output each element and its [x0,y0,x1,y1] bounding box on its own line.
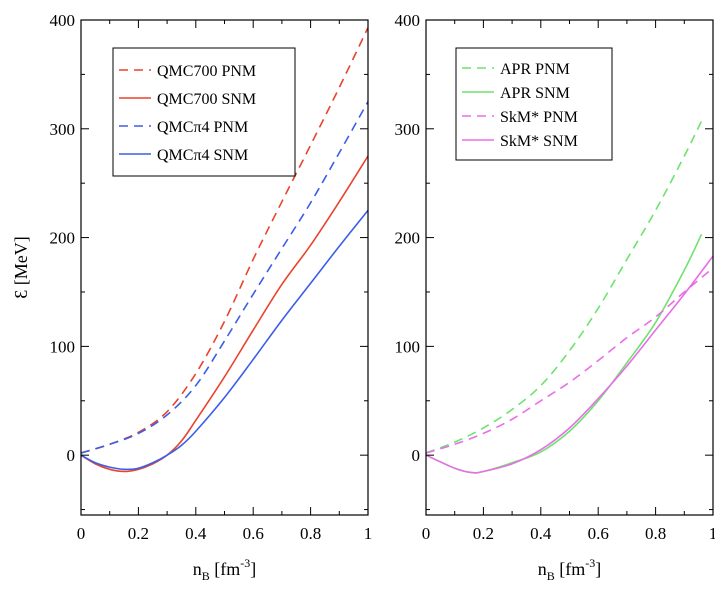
x-tick-label: 0.4 [530,524,552,543]
x-tick-label: 0.8 [300,524,321,543]
legend-label: QMC700 PNM [157,63,256,80]
y-tick-label: 100 [50,337,76,356]
series-line-skm-pnm [426,267,713,454]
legend-box [455,47,613,161]
series-line-apr-snm [426,233,703,474]
x-axis-label-superscript: -3 [240,556,250,570]
x-axis-label-close: ] [250,559,256,579]
y-tick-label: 0 [412,446,421,465]
y-axis-label: Ɛ [MeV] [11,236,31,299]
x-tick-label: 0 [422,524,431,543]
legend-label: QMCπ4 SNM [157,147,248,164]
series-line-qmc-4-pnm [81,101,368,454]
x-tick-label: 0.2 [473,524,494,543]
x-tick-label: 1 [709,524,715,543]
x-axis-label-unit: [fm [555,559,586,579]
left-panel: 0 0.2 0.4 0.6 0.8 1 0 100 200 300 400 nB [fm-3] Ɛ [M… [11,11,372,583]
legend-label: SkM* PNM [500,109,578,126]
series-line-apr-pnm [426,120,703,454]
legend-label: APR PNM [500,61,570,78]
series-line-qmc-4-snm [81,209,368,471]
legend: QMC700 PNM QMC700 SNM QMCπ4 PNM QMCπ4 SNM [112,47,296,177]
y-tick-label: 300 [395,120,421,139]
x-axis-label: nB [fm-3] [193,556,257,583]
x-axis-label-superscript: -3 [585,556,595,570]
legend-label: QMC700 SNM [157,91,256,108]
y-tick-label: 400 [50,11,76,30]
x-axis-label: nB [fm-3] [538,556,602,583]
x-axis-label-unit: [fm [210,559,241,579]
x-tick-label: 0.8 [645,524,666,543]
x-tick-label: 1 [364,524,373,543]
series-line-skm-snm [426,255,713,474]
legend: APR PNM APR SNM SkM* PNM SkM* SNM [455,47,613,161]
x-tick-label: 0.2 [128,524,149,543]
y-tick-label: 200 [50,229,76,248]
y-tick-label: 300 [50,120,76,139]
series-group [426,120,713,474]
x-axis-label-close: ] [595,559,601,579]
series-line-qmc700-pnm [81,27,368,454]
x-axis-label-base: n [193,559,202,579]
x-tick-label: 0.4 [185,524,207,543]
x-axis-label-base: n [538,559,547,579]
x-axis-label-subscript: B [202,569,210,583]
legend-label: APR SNM [500,85,570,102]
series-group [81,27,368,473]
right-panel: 0 0.2 0.4 0.6 0.8 1 0 100 200 300 400 nB [fm-3] APR … [395,11,715,583]
series-line-qmc700-snm [81,155,368,473]
x-axis-label-subscript: B [547,569,555,583]
y-tick-label: 400 [395,11,421,30]
y-tick-label: 100 [395,337,421,356]
legend-label: SkM* SNM [500,133,578,150]
y-tick-label: 200 [395,229,421,248]
legend-label: QMCπ4 PNM [157,119,248,136]
x-tick-label: 0.6 [588,524,609,543]
y-tick-label: 0 [67,446,76,465]
x-tick-label: 0 [77,524,86,543]
x-tick-label: 0.6 [243,524,264,543]
